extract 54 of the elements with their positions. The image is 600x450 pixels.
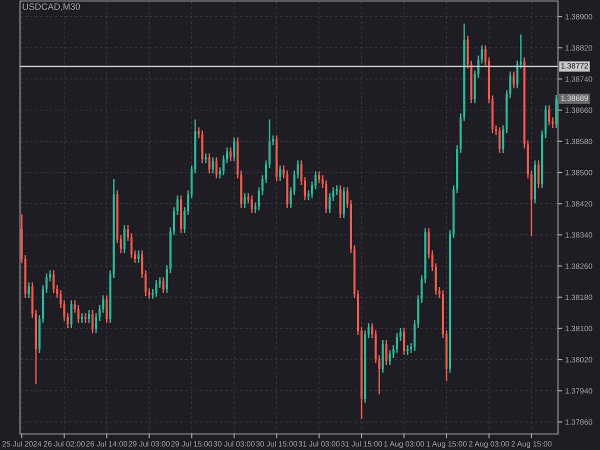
candlestick <box>318 170 320 184</box>
candlestick <box>272 134 274 146</box>
candlestick <box>392 344 394 359</box>
candlestick <box>162 276 164 294</box>
candlestick <box>172 206 176 236</box>
candlestick <box>45 272 48 294</box>
candlestick <box>264 160 268 184</box>
candlestick <box>406 344 409 356</box>
candlestick <box>385 339 388 366</box>
candlestick <box>258 186 260 211</box>
candlestick <box>123 224 126 254</box>
candlestick <box>279 164 282 182</box>
candlestick <box>314 170 317 190</box>
candlestick <box>402 327 406 356</box>
candlestick <box>138 250 140 264</box>
candlestick <box>84 312 87 324</box>
candlestick <box>52 270 55 294</box>
candlestick <box>218 166 222 180</box>
candlestick <box>130 232 133 259</box>
candlestick <box>95 312 98 334</box>
candlestick <box>215 156 218 180</box>
candlestick <box>91 309 94 334</box>
candlestick <box>28 282 30 299</box>
candlestick <box>399 327 402 342</box>
candlestick <box>498 126 501 154</box>
candlestick <box>49 270 52 282</box>
candlestick <box>307 190 310 201</box>
candlestick <box>261 174 264 196</box>
candlestick <box>233 136 236 162</box>
candlestick <box>134 250 136 264</box>
candlestick <box>250 194 253 214</box>
candlestick <box>310 180 314 199</box>
chart-title: USDCAD,M30 <box>22 3 80 11</box>
candlestick <box>537 160 540 189</box>
candlestick <box>208 152 210 174</box>
candlestick <box>212 156 214 174</box>
candlestick <box>176 194 179 216</box>
candlestick <box>88 309 90 324</box>
candlestick <box>126 224 130 242</box>
candlestick <box>396 332 398 354</box>
candlestick <box>106 294 108 324</box>
candlestick <box>226 146 228 164</box>
candlestick <box>80 312 84 324</box>
candlestick <box>77 304 80 324</box>
candlestick <box>484 44 487 66</box>
candlestick <box>268 118 271 169</box>
candlestick <box>512 70 515 89</box>
candlestick <box>342 186 345 219</box>
candlestick <box>70 300 72 329</box>
candlestick <box>222 154 225 176</box>
candlestick <box>230 146 232 162</box>
candlestick <box>155 279 158 298</box>
candlestick <box>244 192 246 209</box>
candlestick <box>548 104 550 126</box>
